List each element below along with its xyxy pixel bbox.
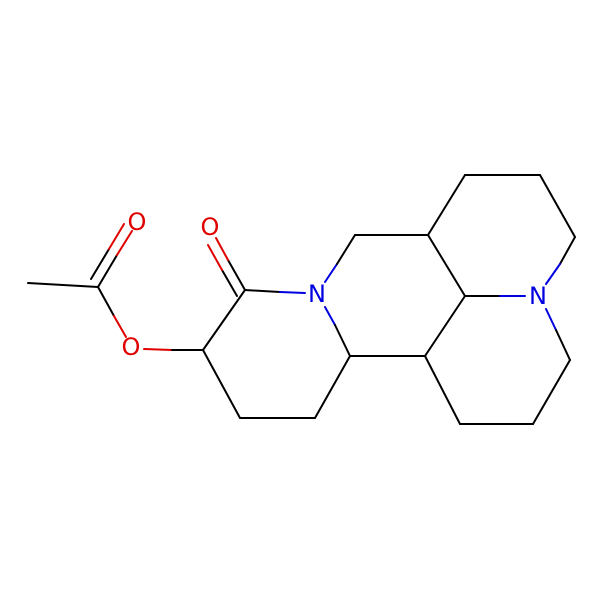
bond — [97, 254, 118, 288]
bond — [427, 174, 466, 236]
bond — [221, 269, 238, 297]
bond — [555, 329, 571, 361]
atom-label: O — [128, 208, 147, 236]
bond — [27, 282, 99, 288]
bond — [143, 348, 173, 351]
atom-label: N — [529, 282, 547, 310]
bond — [108, 223, 125, 250]
bond — [324, 263, 338, 283]
bond — [545, 263, 561, 285]
bonds — [27, 174, 576, 425]
bond — [545, 308, 557, 331]
bond — [244, 289, 281, 293]
bond — [424, 295, 466, 357]
bond — [324, 306, 336, 326]
bond — [113, 315, 127, 338]
bond — [116, 230, 133, 256]
bond — [202, 349, 241, 419]
bond — [279, 291, 306, 294]
bond — [559, 236, 576, 265]
bond — [334, 324, 351, 357]
bond — [202, 289, 246, 351]
bond — [539, 174, 576, 238]
bond — [336, 234, 356, 265]
bond — [90, 248, 110, 280]
bond — [227, 259, 246, 291]
atom-label: O — [122, 333, 141, 361]
bond — [97, 286, 115, 317]
bond — [314, 355, 351, 419]
atom-labels: O O O N N — [122, 208, 547, 361]
atom-label: N — [308, 280, 326, 308]
bond — [215, 237, 229, 261]
bond — [532, 359, 571, 425]
bond — [207, 244, 223, 271]
bond — [427, 234, 466, 297]
bond — [424, 355, 461, 425]
atom-label: O — [201, 213, 220, 241]
